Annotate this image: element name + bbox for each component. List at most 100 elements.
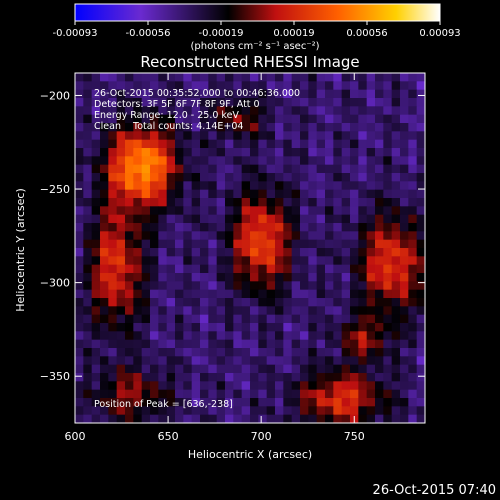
heatmap-cell xyxy=(275,189,284,199)
heatmap-cell xyxy=(200,73,209,82)
heatmap-cell xyxy=(158,331,168,341)
heatmap-cell xyxy=(216,273,226,282)
heatmap-cell xyxy=(75,114,84,124)
heatmap-cell xyxy=(316,289,326,299)
heatmap-cell xyxy=(266,298,276,307)
heatmap-cell xyxy=(341,356,351,366)
heatmap-cell xyxy=(216,406,226,416)
heatmap-cell xyxy=(283,189,293,199)
heatmap-cell xyxy=(258,73,268,82)
heatmap-cell xyxy=(125,348,134,357)
heatmap-cell xyxy=(275,198,284,207)
heatmap-cell xyxy=(300,214,309,224)
heatmap-cell xyxy=(400,406,409,416)
heatmap-cell xyxy=(75,298,84,307)
heatmap-cell xyxy=(216,364,226,374)
heatmap-cell xyxy=(225,364,234,374)
heatmap-cell xyxy=(250,289,259,299)
heatmap-cell xyxy=(341,223,351,232)
heatmap-cell xyxy=(166,164,176,174)
heatmap-cell xyxy=(158,156,168,166)
colorbar-tick-label: 0.00056 xyxy=(346,28,387,39)
heatmap-cell xyxy=(258,231,268,241)
heatmap-cell xyxy=(316,339,326,349)
heatmap-cell xyxy=(216,256,226,266)
heatmap-cell xyxy=(300,148,309,157)
heatmap-cell xyxy=(208,164,218,174)
heatmap-cell xyxy=(208,348,218,357)
heatmap-cell xyxy=(91,73,101,82)
heatmap-cell xyxy=(316,398,326,407)
heatmap-cell xyxy=(375,148,384,157)
heatmap-cell xyxy=(291,239,301,249)
heatmap-cell xyxy=(216,131,226,141)
heatmap-cell xyxy=(366,114,376,124)
heatmap-cell xyxy=(358,273,368,282)
heatmap-cell xyxy=(133,306,143,316)
heatmap-cell xyxy=(183,273,193,282)
heatmap-cell xyxy=(358,156,368,166)
heatmap-cell xyxy=(191,223,201,232)
heatmap-cell xyxy=(133,281,143,291)
heatmap-cell xyxy=(183,406,193,416)
heatmap-cell xyxy=(191,273,201,282)
heatmap-cell xyxy=(150,256,159,266)
heatmap-cell xyxy=(125,89,134,99)
heatmap-cell xyxy=(391,89,401,99)
heatmap-cell xyxy=(141,373,151,382)
heatmap-cell xyxy=(133,231,143,241)
heatmap-cell xyxy=(216,181,226,191)
heatmap-cell xyxy=(408,148,418,157)
heatmap-cell xyxy=(416,131,425,141)
heatmap-cell xyxy=(100,98,109,107)
heatmap-cell xyxy=(258,114,268,124)
heatmap-cell xyxy=(358,348,368,357)
heatmap-cell xyxy=(175,181,184,191)
chart-title: Reconstructed RHESSI Image xyxy=(140,53,359,71)
heatmap-cell xyxy=(166,264,176,274)
heatmap-cell xyxy=(366,73,376,82)
heatmap-cell xyxy=(416,173,425,182)
heatmap-cell xyxy=(366,139,376,149)
heatmap-cell xyxy=(350,214,359,224)
heatmap-cell xyxy=(358,81,368,91)
heatmap-cell xyxy=(225,81,234,91)
heatmap-cell xyxy=(91,81,101,91)
heatmap-cell xyxy=(191,123,201,132)
heatmap-cell xyxy=(166,198,176,207)
heatmap-cell xyxy=(308,381,318,391)
heatmap-cell xyxy=(116,231,126,241)
heatmap-cell xyxy=(383,139,393,149)
heatmap-cell xyxy=(300,173,309,182)
heatmap-cell xyxy=(83,123,93,132)
heatmap-cell xyxy=(316,73,326,82)
heatmap-cell xyxy=(266,339,276,349)
heatmap-cell xyxy=(275,356,284,366)
heatmap-cell xyxy=(291,131,301,141)
heatmap-cell xyxy=(91,106,101,116)
heatmap-cell xyxy=(366,381,376,391)
heatmap-cell xyxy=(308,106,318,116)
heatmap-cell xyxy=(200,256,209,266)
heatmap-cell xyxy=(91,273,101,282)
heatmap-cell xyxy=(166,306,176,316)
heatmap-cell xyxy=(366,256,376,266)
heatmap-cell xyxy=(308,264,318,274)
heatmap-cell xyxy=(416,89,425,99)
heatmap-cell xyxy=(116,206,126,216)
heatmap-cell xyxy=(141,173,151,182)
heatmap-cell xyxy=(316,156,326,166)
heatmap-cell xyxy=(158,273,168,282)
heatmap-cell xyxy=(341,331,351,341)
heatmap-cell xyxy=(166,398,176,407)
heatmap-cell xyxy=(366,298,376,307)
heatmap-cell xyxy=(191,73,201,82)
heatmap-cell xyxy=(158,239,168,249)
heatmap-cell xyxy=(100,131,109,141)
heatmap-cell xyxy=(75,373,84,382)
heatmap-cell xyxy=(191,264,201,274)
heatmap-cell xyxy=(175,114,184,124)
heatmap-cell xyxy=(183,189,193,199)
heatmap-cell xyxy=(291,198,301,207)
heatmap-cell xyxy=(250,223,259,232)
